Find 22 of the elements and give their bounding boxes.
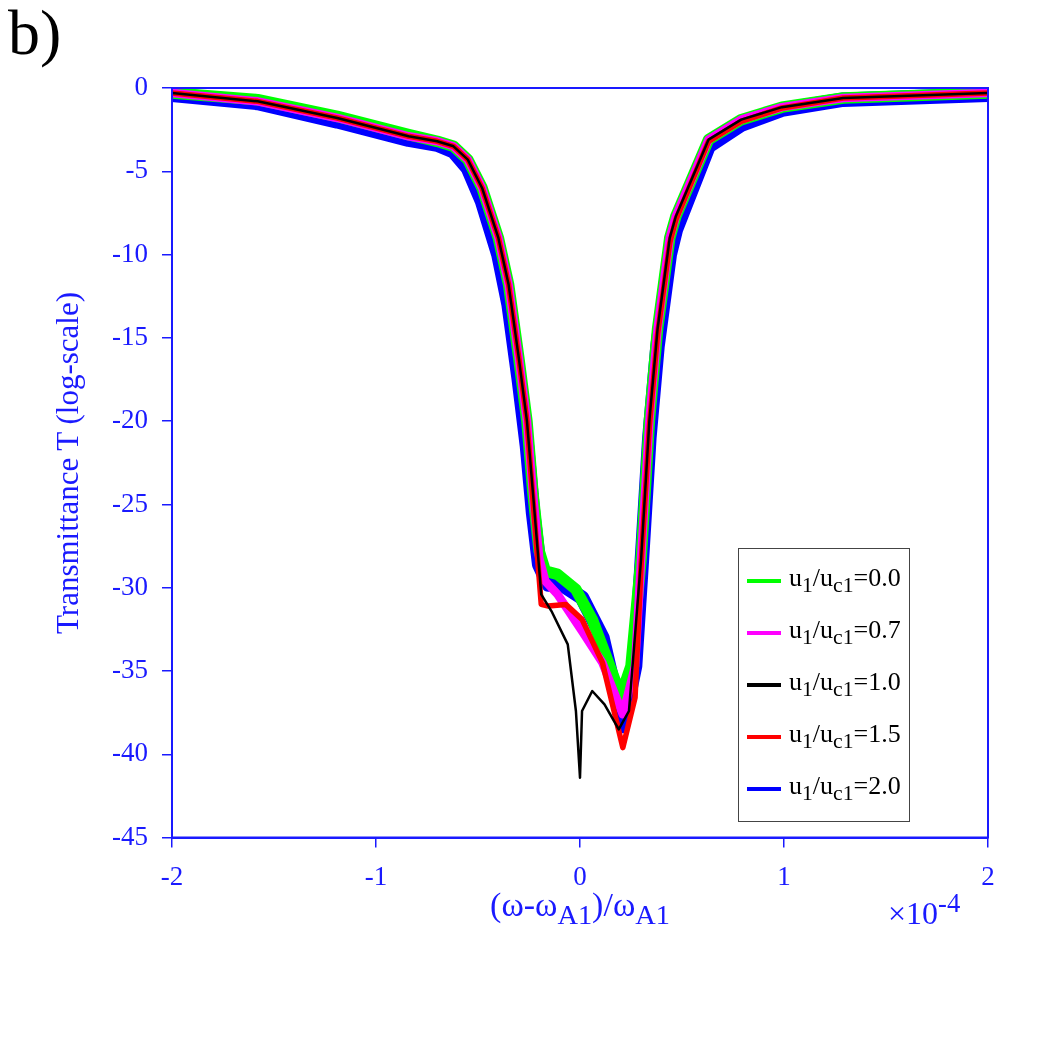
y-tick-label: 0 <box>134 71 148 102</box>
legend-label: u$_{1}$/u$_{c1}$=0.7 <box>789 615 901 651</box>
x-tick-label: 1 <box>777 860 791 891</box>
y-tick-label: -20 <box>111 404 148 435</box>
text: ×10$^{-4}$ <box>888 887 961 932</box>
y-tick-label: -25 <box>111 487 148 518</box>
legend-label: u$_{1}$/u$_{c1}$=2.0 <box>789 771 901 807</box>
y-tick-label: -15 <box>111 320 148 351</box>
y-tick-label: -30 <box>111 570 148 601</box>
y-tick-label: -5 <box>125 154 148 185</box>
x-tick-label: 2 <box>981 860 995 891</box>
legend-label: u$_{1}$/u$_{c1}$=1.5 <box>789 719 901 755</box>
legend-label: u$_{1}$/u$_{c1}$=0.0 <box>789 563 901 599</box>
y-axis-title: Transmittance T (log-scale) <box>50 291 86 634</box>
y-tick-label: -35 <box>111 654 148 685</box>
y-tick-label: -10 <box>111 237 148 268</box>
x-tick-label: -2 <box>160 860 184 891</box>
y-tick-label: -40 <box>111 737 148 768</box>
x-tick-label: -1 <box>364 860 388 891</box>
y-tick-label: -45 <box>111 820 148 851</box>
legend-label: u$_{1}$/u$_{c1}$=1.0 <box>789 667 901 703</box>
chart-title: b) <box>8 0 62 70</box>
